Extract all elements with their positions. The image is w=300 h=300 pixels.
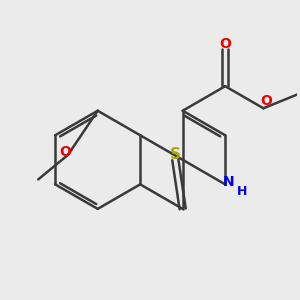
Text: O: O xyxy=(59,146,71,160)
Text: S: S xyxy=(170,147,181,162)
Text: N: N xyxy=(222,175,234,189)
Text: O: O xyxy=(260,94,272,108)
Text: H: H xyxy=(237,185,248,198)
Text: O: O xyxy=(219,38,231,52)
